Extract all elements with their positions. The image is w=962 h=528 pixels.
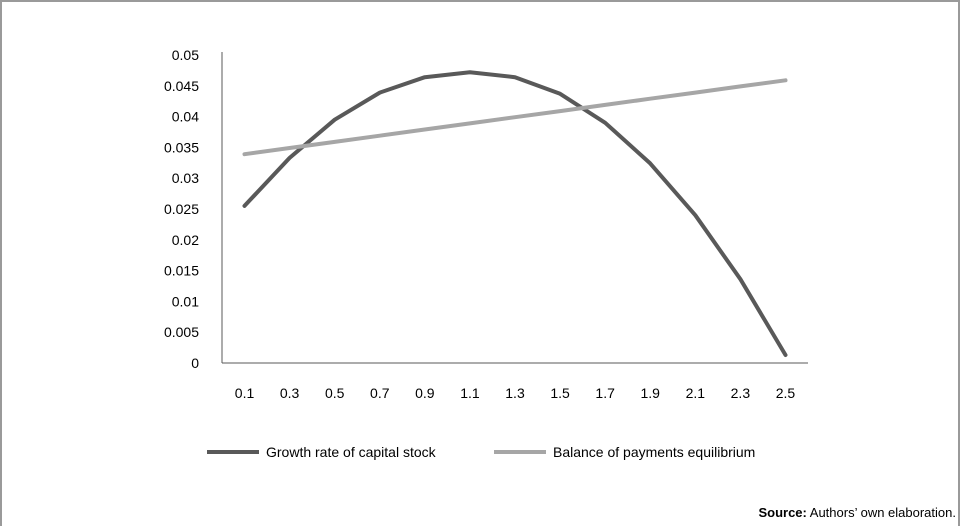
y-tick-label: 0.025: [164, 201, 199, 217]
legend: Growth rate of capital stock Balance of p…: [207, 444, 755, 460]
y-tick-label: 0.045: [164, 78, 199, 94]
source-label: Source:: [758, 505, 806, 520]
y-tick-label: 0.035: [164, 139, 199, 155]
y-tick-label: 0.03: [172, 170, 199, 186]
x-axis-tick-labels: 0.1 0.3 0.5 0.7 0.9 1.1 1.3 1.5 1.7 1.9 2.1 2.3 2.5: [235, 385, 796, 401]
x-tick-label: 1.1: [460, 385, 480, 401]
y-tick-label: 0.005: [164, 324, 199, 340]
y-tick-label: 0.05: [172, 47, 199, 63]
x-tick-label: 1.7: [595, 385, 615, 401]
x-tick-label: 2.5: [776, 385, 796, 401]
legend-label-balance-of-payments-equilibrium: Balance of payments equilibrium: [553, 444, 755, 460]
x-tick-label: 0.9: [415, 385, 435, 401]
y-tick-label: 0.04: [172, 109, 199, 125]
x-tick-label: 1.3: [505, 385, 525, 401]
x-tick-label: 0.1: [235, 385, 255, 401]
source-text: Authors’ own elaboration.: [807, 505, 956, 520]
series-line-growth-rate-of-capital-stock: [245, 72, 786, 355]
y-tick-label: 0.015: [164, 263, 199, 279]
y-tick-label: 0.02: [172, 232, 199, 248]
x-tick-label: 2.3: [731, 385, 751, 401]
series-lines: [244, 72, 785, 355]
y-tick-label: 0.01: [172, 293, 199, 309]
x-tick-label: 1.5: [550, 385, 570, 401]
legend-label-growth-rate-of-capital-stock: Growth rate of capital stock: [266, 444, 437, 460]
y-axis-tick-labels: 0 0.005 0.01 0.015 0.02 0.025 0.03 0.035 0.04 0.0…: [164, 47, 199, 371]
y-tick-label: 0: [191, 355, 199, 371]
source-note: Source: Authors’ own elaboration.: [758, 505, 956, 520]
x-tick-label: 2.1: [686, 385, 706, 401]
x-tick-label: 1.9: [640, 385, 660, 401]
x-tick-label: 0.3: [280, 385, 300, 401]
x-tick-label: 0.5: [325, 385, 345, 401]
chart-axes: [222, 52, 808, 363]
x-tick-label: 0.7: [370, 385, 390, 401]
